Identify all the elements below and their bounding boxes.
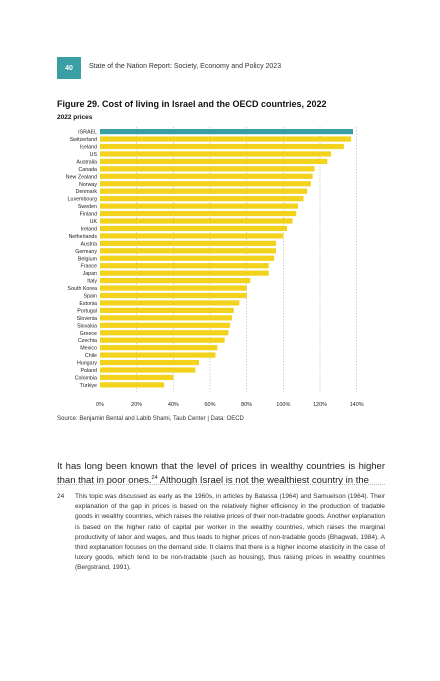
tick-label-0: 0% [96, 402, 104, 406]
category-label-hungary: Hungary [77, 361, 97, 367]
bar-france [100, 263, 269, 269]
figure-title: Figure 29. Cost of living in Israel and … [57, 99, 327, 109]
category-label-sweden: Sweden [78, 204, 97, 210]
chart-x-ticks: 0% 20% 40% 60% 80% 100% 120% 140% [96, 402, 364, 406]
page-number: 40 [65, 64, 73, 72]
bar-new-zealand [100, 173, 313, 179]
bar-australia [100, 158, 328, 164]
bar-turkiye [100, 382, 165, 388]
category-label-spain: Spain [83, 294, 97, 300]
bar-south-korea [100, 285, 247, 291]
bar-germany [100, 248, 276, 254]
chart-bars [100, 129, 353, 388]
body-text-start: It has long been known that the level of… [57, 461, 385, 486]
category-label-netherlands: Netherlands [68, 234, 97, 240]
footnote-text: This topic was discussed as early as the… [75, 493, 385, 572]
page-number-badge: 40 [57, 57, 81, 79]
category-label-france: France [81, 264, 98, 270]
category-label-iceland: Iceland [80, 145, 97, 151]
bar-belgium [100, 255, 275, 261]
footnote-reference[interactable]: 24 [151, 474, 158, 481]
category-label-chile: Chile [85, 353, 97, 359]
footnote-divider [57, 484, 385, 485]
category-label-ireland: Ireland [81, 226, 97, 232]
category-label-colombia: Colombia [75, 375, 97, 381]
bar-chile [100, 352, 216, 358]
bar-greece [100, 330, 229, 336]
category-label-turkiye: Türkiye [80, 383, 97, 389]
category-label-new-zealand: New Zealand [66, 174, 97, 180]
category-label-belgium: Belgium [78, 256, 98, 262]
bar-norway [100, 181, 311, 187]
category-label-australia: Australia [76, 159, 97, 165]
figure-subtitle: 2022 prices [57, 114, 93, 121]
category-label-denmark: Denmark [76, 189, 98, 195]
category-label-germany: Germany [75, 249, 97, 255]
bar-poland [100, 367, 196, 373]
category-label-finland: Finland [80, 212, 97, 218]
tick-label-20: 20% [131, 402, 142, 406]
bar-us [100, 151, 331, 157]
body-text-end: Although Israel is not the wealthiest co… [157, 475, 369, 486]
bar-denmark [100, 188, 308, 194]
category-label-us: US [90, 152, 98, 158]
tick-label-60: 60% [204, 402, 215, 406]
bar-austria [100, 240, 276, 246]
bar-japan [100, 270, 269, 276]
bar-colombia [100, 374, 174, 381]
bar-canada [100, 166, 315, 172]
category-label-slovenia: Slovenia [77, 316, 97, 322]
category-label-czechia: Czechia [78, 338, 97, 344]
tick-label-40: 40% [168, 402, 179, 406]
category-label-austria: Austria [81, 241, 98, 247]
figure-source: Source: Benjamin Bental and Labib Shami,… [57, 416, 244, 422]
bar-mexico [100, 345, 218, 351]
category-label-slovakia: Slovakia [77, 323, 97, 329]
bar-estonia [100, 300, 240, 306]
category-label-norway: Norway [79, 182, 97, 188]
category-label-estonia: Estonia [79, 301, 97, 307]
bar-italy [100, 278, 251, 284]
bar-sweden [100, 203, 298, 209]
bar-slovenia [100, 315, 232, 321]
category-label-portugal: Portugal [77, 308, 97, 314]
tick-label-80: 80% [241, 402, 252, 406]
bar-ireland [100, 225, 287, 232]
category-label-south-korea: South Korea [68, 286, 98, 292]
footnote: 24 This topic was discussed as early as … [57, 492, 385, 574]
bar-switzerland [100, 136, 352, 142]
bar-netherlands [100, 233, 284, 239]
category-label-luxembourg: Luxembourg [68, 197, 97, 203]
bar-israel [100, 129, 353, 135]
category-label-uk: UK [90, 219, 98, 225]
running-title: State of the Nation Report: Society, Eco… [89, 63, 282, 70]
category-label-canada: Canada [78, 167, 97, 173]
category-label-greece: Greece [80, 331, 97, 337]
category-label-israel: ISRAEL [78, 130, 97, 136]
category-label-mexico: Mexico [80, 346, 97, 352]
bar-spain [100, 292, 247, 299]
bar-luxembourg [100, 196, 304, 202]
category-label-italy: Italy [87, 279, 97, 285]
category-label-switzerland: Switzerland [70, 137, 97, 143]
bar-portugal [100, 307, 234, 313]
body-paragraph: It has long been known that the level of… [57, 460, 385, 488]
bar-uk [100, 218, 293, 224]
bar-czechia [100, 337, 225, 343]
tick-label-100: 100% [276, 402, 290, 406]
category-label-japan: Japan [83, 271, 97, 277]
footnote-number: 24 [57, 493, 65, 500]
bar-hungary [100, 359, 199, 366]
bar-finland [100, 210, 297, 217]
tick-label-120: 120% [313, 402, 327, 406]
category-label-poland: Poland [81, 368, 98, 374]
bar-iceland [100, 143, 344, 150]
tick-label-140: 140% [350, 402, 364, 406]
bar-slovakia [100, 322, 231, 328]
